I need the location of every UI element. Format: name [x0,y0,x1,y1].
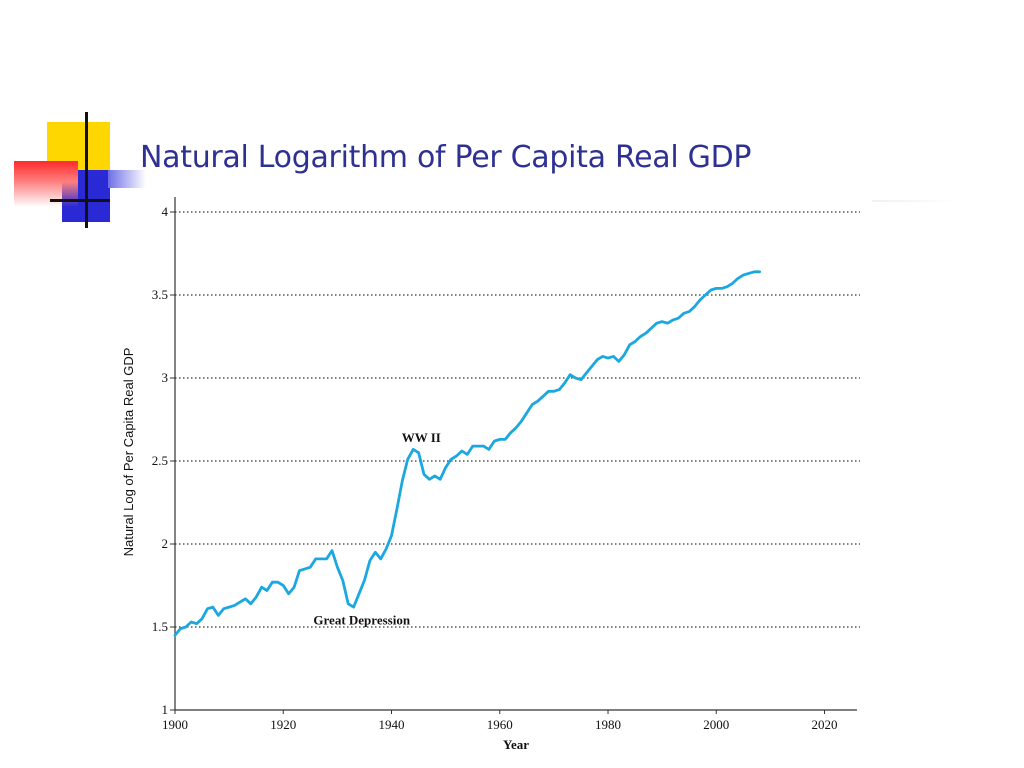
slide-title: Natural Logarithm of Per Capita Real GDP [140,140,752,175]
x-tick-label: 2020 [812,717,838,732]
y-tick-label: 2 [162,536,169,551]
axes-layer [170,197,857,714]
y-tick-label: 3 [162,370,169,385]
x-tick-label: 1960 [487,717,513,732]
decorative-fade-line [872,200,960,202]
vertical-black-line [85,112,88,228]
y-tick-label: 4 [162,204,169,219]
x-tick-label: 1900 [162,717,188,732]
x-tick-label: 1940 [379,717,405,732]
horizontal-black-line [50,199,110,202]
series-layer [173,270,761,637]
annotation-label: WW II [402,430,441,445]
y-tick-label: 1.5 [152,619,168,634]
grid-layer [175,211,860,628]
blue-fade-shape [108,170,146,188]
y-tick-label: 3.5 [152,287,168,302]
x-axis-title: Year [503,737,529,752]
y-axis-title: Natural Log of Per Capita Real GDP [121,348,136,557]
x-tick-label: 1980 [595,717,621,732]
gdp-series-line [173,270,761,637]
x-tick-label: 2000 [703,717,729,732]
label-layer: 1 1.5 2 2.5 3 3.5 4 1900 1920 1940 1960 1980 2000 202… [152,204,838,732]
x-tick-label: 1920 [270,717,296,732]
y-tick-label: 2.5 [152,453,168,468]
annotation-label: Great Depression [313,612,410,627]
y-tick-label: 1 [162,702,169,717]
decorative-squares-graphic [0,0,150,240]
